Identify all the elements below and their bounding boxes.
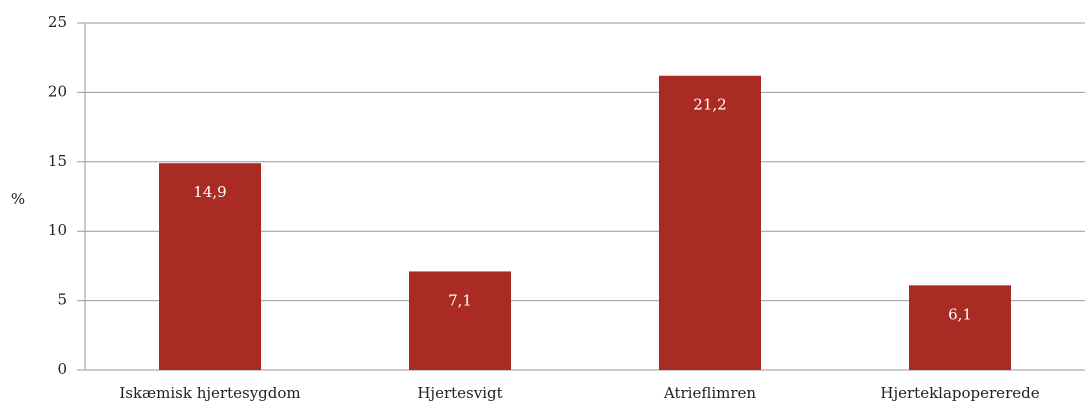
x-tick-label: Hjertesvigt: [417, 384, 502, 402]
data-label: 21,2: [693, 96, 726, 114]
bar: [159, 163, 261, 370]
bar: [409, 271, 511, 370]
y-tick-label: 0: [57, 360, 67, 378]
data-label: 14,9: [193, 183, 226, 201]
bar: [659, 75, 761, 370]
y-tick-label: 10: [48, 221, 67, 239]
data-label: 6,1: [948, 305, 972, 323]
bar: [909, 285, 1011, 370]
y-axis-label: %: [11, 190, 25, 208]
y-tick-label: 20: [48, 82, 67, 100]
y-tick-label: 15: [48, 152, 67, 170]
x-tick-label: Atrieflimren: [663, 384, 757, 402]
y-tick-label: 25: [48, 13, 67, 31]
x-tick-label: Iskæmisk hjertesygdom: [119, 384, 300, 402]
y-tick-label: 5: [57, 291, 67, 309]
x-tick-label: Hjerteklapopererede: [880, 384, 1039, 402]
data-label: 7,1: [448, 291, 472, 309]
